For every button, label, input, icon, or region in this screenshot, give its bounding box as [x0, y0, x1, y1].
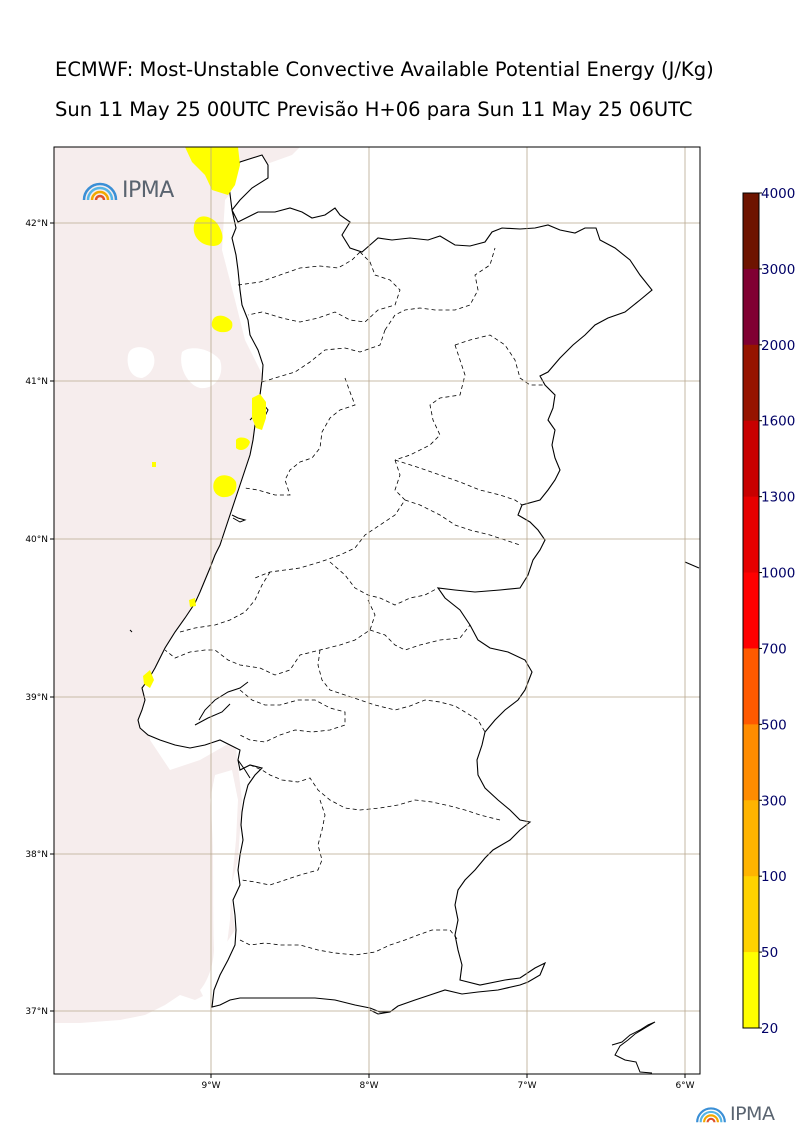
colorbar-label: 1000 [761, 566, 795, 582]
rainbow-logo-icon [696, 1106, 726, 1122]
colorbar-band [743, 420, 759, 498]
lon-tick-label: 6°W [675, 1081, 694, 1091]
colorbar-band [743, 572, 759, 649]
colorbar-band [743, 724, 759, 801]
rainbow-logo-icon [82, 182, 118, 200]
lon-tick-label: 8°W [359, 1081, 378, 1091]
colorbar-label: 500 [761, 717, 787, 733]
ipma-footer-logo: IPMA [695, 1103, 775, 1125]
chart-title: ECMWF: Most-Unstable Convective Availabl… [55, 58, 714, 81]
colorbar-label: 700 [761, 641, 787, 657]
colorbar-label: 3000 [761, 262, 795, 278]
portugal-land [137, 154, 653, 1013]
lat-tick-label: 40°N [25, 535, 48, 545]
colorbar-label: 20 [761, 1021, 778, 1037]
lat-tick-label: 37°N [25, 1007, 48, 1017]
colorbar-band [743, 268, 759, 346]
forecast-subtitle: Sun 11 May 25 00UTC Previsão H+06 para S… [55, 98, 693, 121]
colorbar-label: 1300 [761, 490, 795, 506]
colorbar-band [743, 952, 759, 1029]
lat-tick-label: 39°N [25, 693, 48, 703]
colorbar-label: 100 [761, 869, 787, 885]
lat-tick-label: 41°N [25, 377, 48, 387]
colorbar-band [743, 800, 759, 877]
colorbar-band [743, 344, 759, 422]
lon-tick-label: 7°W [517, 1081, 536, 1091]
cape-field-50-100 [143, 147, 266, 688]
logo-text: IPMA [122, 178, 174, 203]
colorbar-band [743, 876, 759, 953]
colorbar: 4000 3000 2000 1600 1300 1000 700 500 300 100 50 20 [743, 186, 795, 1037]
colorbar-band [743, 193, 759, 270]
colorbar-frame [742, 192, 760, 1029]
logo-text: IPMA [730, 1103, 775, 1125]
lat-tick-label: 42°N [25, 219, 48, 229]
colorbar-label: 300 [761, 793, 787, 809]
colorbar-label: 1600 [761, 414, 795, 430]
colorbar-band [743, 496, 759, 574]
colorbar-label: 4000 [761, 186, 795, 202]
lat-tick-label: 38°N [25, 850, 48, 860]
colorbar-label: 2000 [761, 338, 795, 354]
colorbar-label: 50 [761, 945, 778, 961]
lat-lon-grid [54, 147, 700, 1074]
ipma-logo: IPMA [82, 178, 174, 203]
lon-tick-label: 9°W [201, 1081, 220, 1091]
map-frame [53, 146, 701, 1075]
colorbar-band [743, 648, 759, 725]
